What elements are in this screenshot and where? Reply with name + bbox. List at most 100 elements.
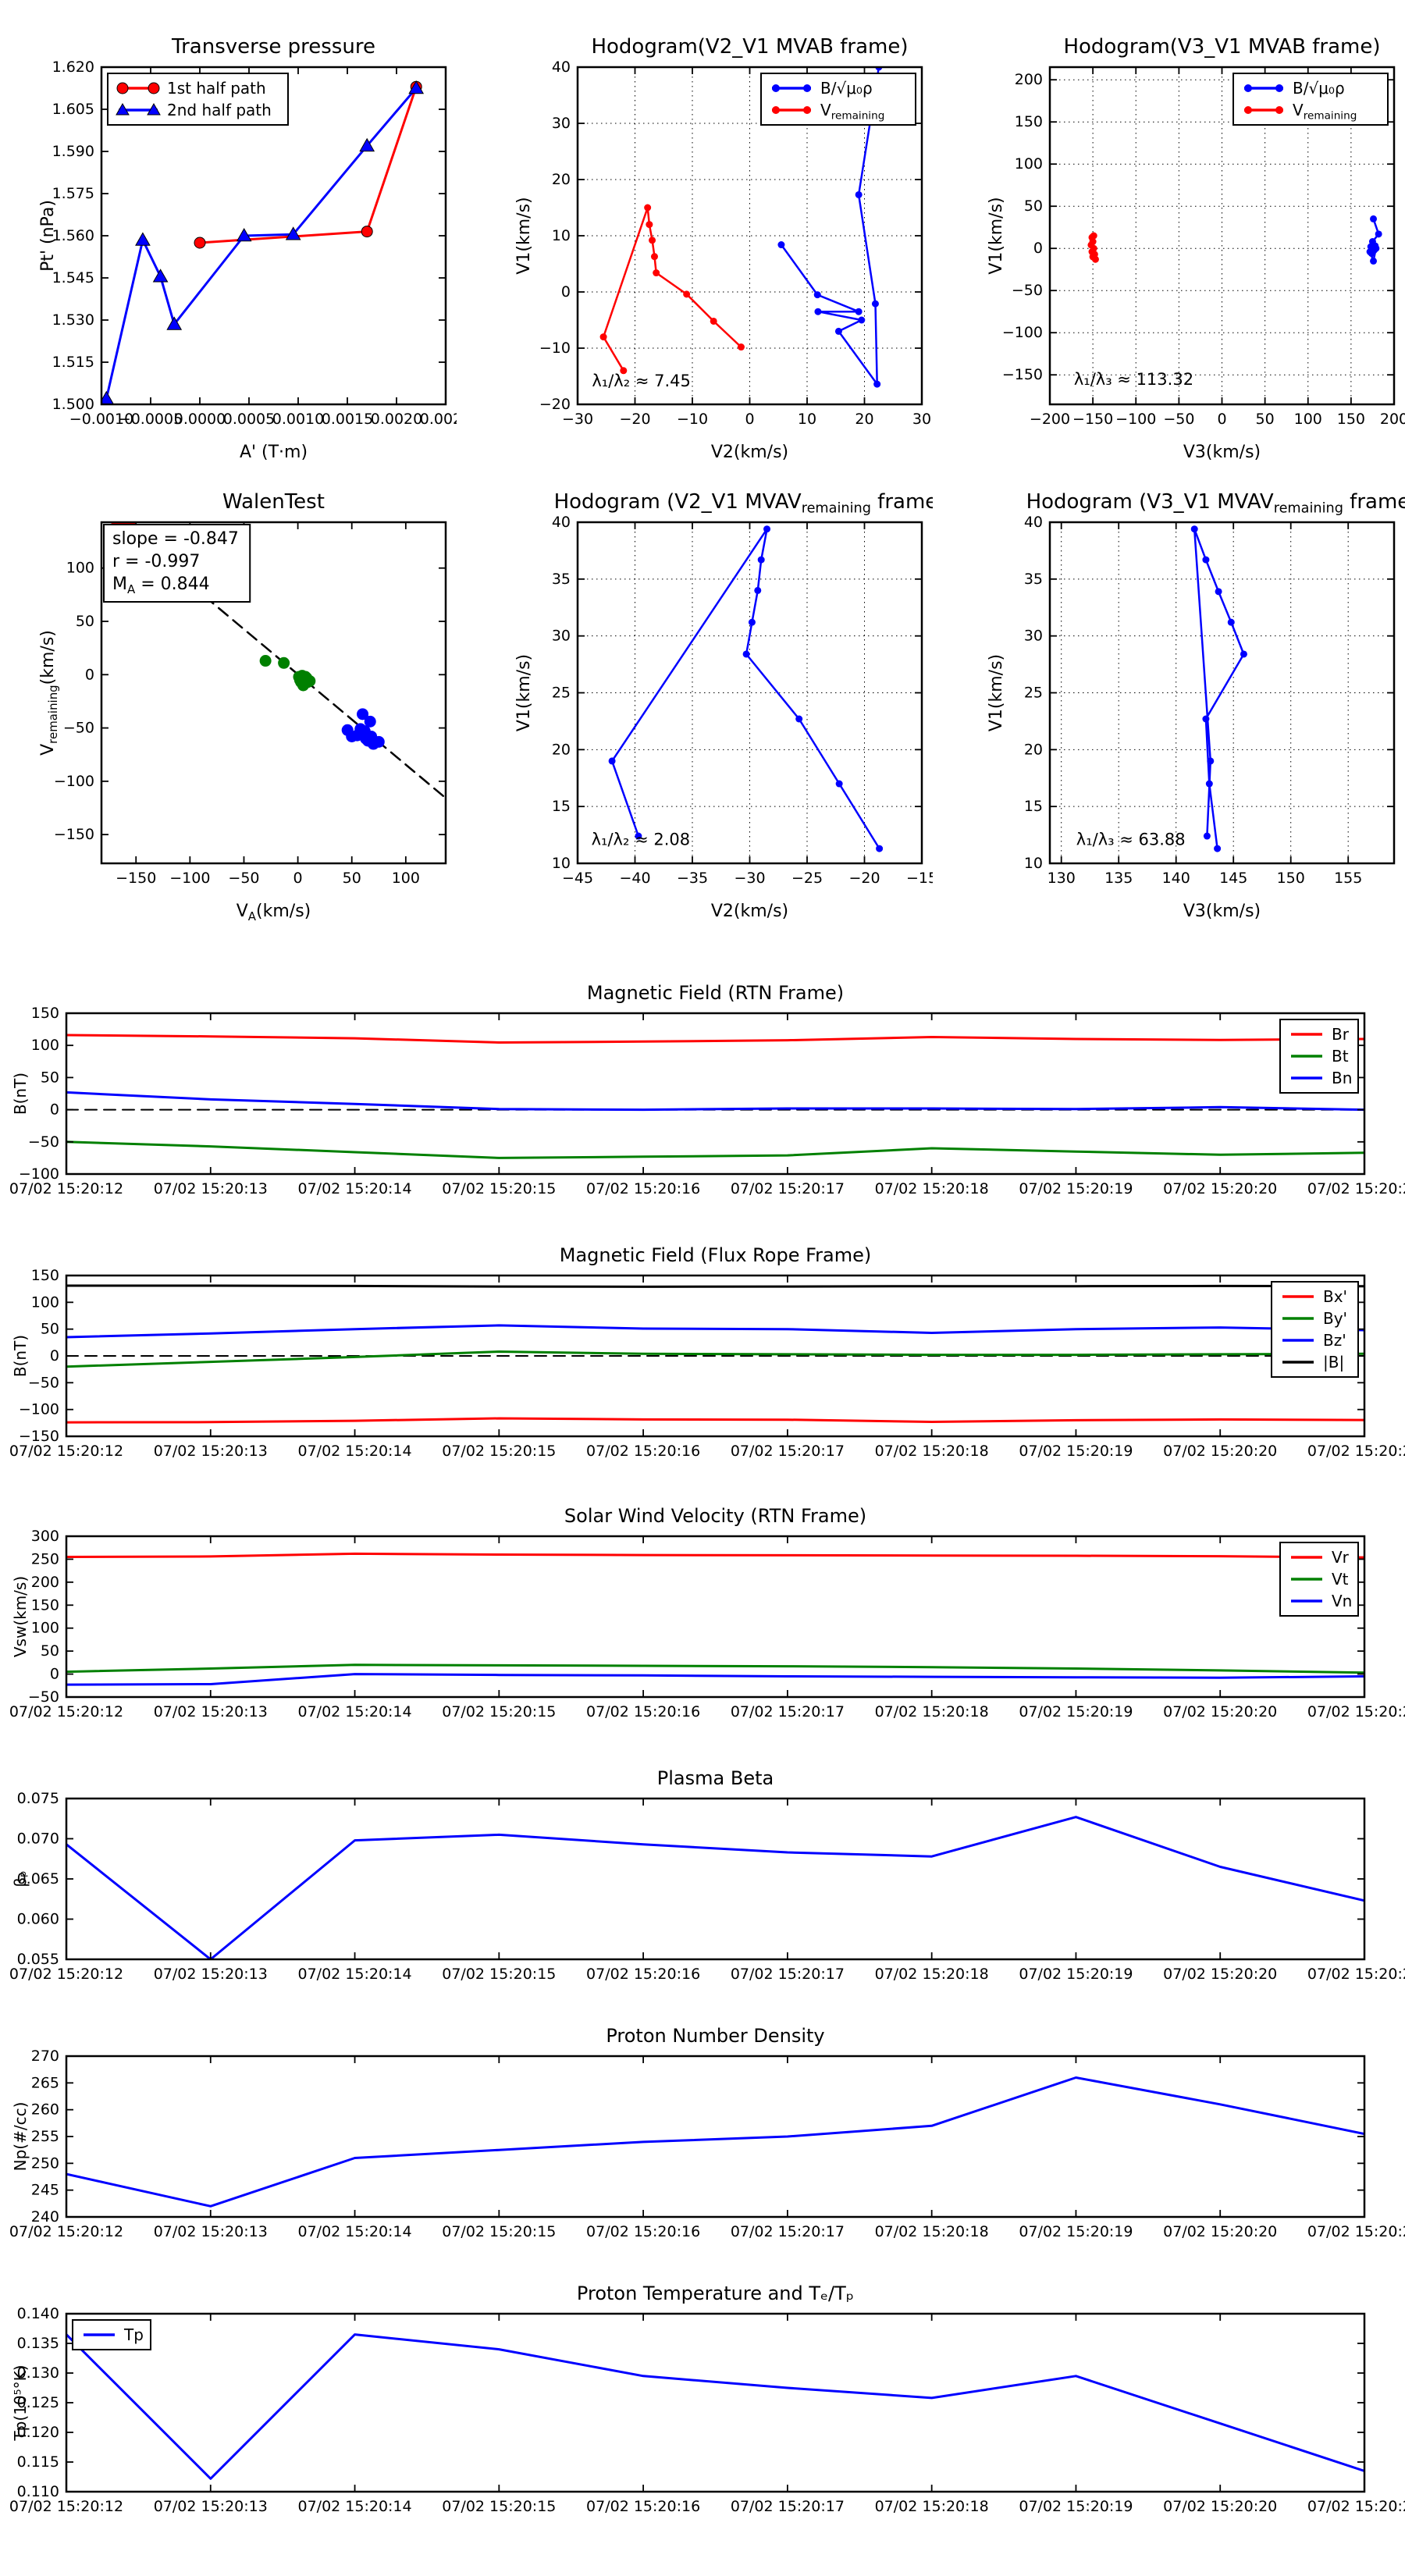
- svg-text:50: 50: [41, 1321, 59, 1338]
- solar-wind-velocity-panel: 07/02 15:20:12 07/02 15:20:13 07/02 15:20:…: [0, 1500, 1405, 1741]
- svg-text:0: 0: [50, 1666, 59, 1683]
- svg-text:300: 300: [31, 1528, 59, 1545]
- svg-text:Proton Temperature and Tₑ/Tₚ: Proton Temperature and Tₑ/Tₚ: [577, 2282, 854, 2304]
- svg-text:250: 250: [31, 2154, 59, 2172]
- svg-text:0.065: 0.065: [17, 1870, 59, 1888]
- svg-text:07/02 15:20:18: 07/02 15:20:18: [875, 1180, 989, 1197]
- svg-text:07/02 15:20:13: 07/02 15:20:13: [154, 1443, 268, 1460]
- svg-text:07/02 15:20:15: 07/02 15:20:15: [442, 2498, 556, 2515]
- svg-text:150: 150: [31, 1005, 59, 1022]
- svg-text:07/02 15:20:12: 07/02 15:20:12: [9, 2223, 123, 2240]
- svg-text:100: 100: [392, 870, 420, 887]
- svg-text:150: 150: [1277, 870, 1305, 887]
- svg-text:−100: −100: [19, 1401, 59, 1418]
- svg-text:V3(km/s): V3(km/s): [1183, 902, 1261, 921]
- svg-text:07/02 15:20:17: 07/02 15:20:17: [731, 1443, 845, 1460]
- svg-text:0.125: 0.125: [17, 2394, 59, 2411]
- svg-text:0.140: 0.140: [17, 2305, 59, 2322]
- svg-text:07/02 15:20:15: 07/02 15:20:15: [442, 1966, 556, 1983]
- svg-text:245: 245: [31, 2182, 59, 2199]
- svg-text:1.530: 1.530: [52, 311, 94, 329]
- svg-text:0: 0: [561, 283, 571, 301]
- svg-text:1.575: 1.575: [52, 185, 94, 202]
- svg-text:Np(#/cc): Np(#/cc): [11, 2102, 30, 2172]
- svg-text:07/02 15:20:17: 07/02 15:20:17: [731, 1966, 845, 1983]
- svg-text:Bz': Bz': [1323, 1331, 1346, 1350]
- svg-text:Bn: Bn: [1332, 1069, 1352, 1087]
- svg-text:35: 35: [1024, 571, 1043, 588]
- svg-text:50: 50: [1256, 411, 1275, 428]
- svg-text:07/02 15:20:16: 07/02 15:20:16: [586, 1703, 700, 1720]
- svg-text:−200: −200: [1030, 411, 1070, 428]
- svg-text:07/02 15:20:19: 07/02 15:20:19: [1019, 2223, 1133, 2240]
- svg-text:07/02 15:20:13: 07/02 15:20:13: [154, 2223, 268, 2240]
- svg-text:βₚ: βₚ: [11, 1870, 30, 1887]
- svg-text:Bt: Bt: [1332, 1047, 1349, 1066]
- svg-text:20: 20: [855, 411, 873, 428]
- hodogram-v3v1-mvav-plot: 130 135 140 145 150 155 10 15 20 25 30 35 40 Hodogram…: [976, 472, 1405, 929]
- svg-text:07/02 15:20:17: 07/02 15:20:17: [731, 2498, 845, 2515]
- walen-test-plot: −150 −100 −50 0 50 100 −150 −100 −50 0 50 100 WalenT…: [27, 472, 457, 929]
- svg-text:−50: −50: [63, 720, 94, 737]
- svg-text:130: 130: [1048, 870, 1076, 887]
- plasma-beta-panel: 07/02 15:20:12 07/02 15:20:13 07/02 15:20:…: [0, 1763, 1405, 2003]
- svg-text:Vremaining​: Vremaining​: [820, 101, 884, 122]
- svg-text:0: 0: [745, 411, 754, 428]
- svg-text:07/02 15:20:12: 07/02 15:20:12: [9, 2498, 123, 2515]
- proton-density-panel: 07/02 15:20:12 07/02 15:20:13 07/02 15:20:…: [0, 2020, 1405, 2261]
- svg-text:07/02 15:20:13: 07/02 15:20:13: [154, 1180, 268, 1197]
- svg-text:07/02 15:20:17: 07/02 15:20:17: [731, 1180, 845, 1197]
- svg-text:07/02 15:20:21: 07/02 15:20:21: [1307, 1966, 1405, 1983]
- svg-text:40: 40: [552, 59, 571, 76]
- svg-text:0.060: 0.060: [17, 1911, 59, 1928]
- svg-text:V1(km/s): V1(km/s): [514, 197, 534, 274]
- svg-text:100: 100: [1294, 411, 1322, 428]
- svg-text:−20: −20: [848, 870, 880, 887]
- svg-text:07/02 15:20:19: 07/02 15:20:19: [1019, 1703, 1133, 1720]
- svg-text:−10: −10: [539, 340, 571, 357]
- svg-text:−100: −100: [54, 773, 94, 790]
- svg-text:07/02 15:20:12: 07/02 15:20:12: [9, 1180, 123, 1197]
- svg-text:0.135: 0.135: [17, 2335, 59, 2352]
- svg-text:−100: −100: [1002, 324, 1043, 341]
- svg-text:07/02 15:20:19: 07/02 15:20:19: [1019, 1180, 1133, 1197]
- svg-text:−20: −20: [619, 411, 650, 428]
- svg-text:λ₁/λ₃ ≈ 63.88: λ₁/λ₃ ≈ 63.88: [1076, 831, 1186, 849]
- svg-text:50: 50: [41, 1642, 59, 1660]
- svg-text:1.605: 1.605: [52, 101, 94, 118]
- svg-text:255: 255: [31, 2128, 59, 2145]
- svg-text:07/02 15:20:18: 07/02 15:20:18: [875, 2223, 989, 2240]
- svg-text:0: 0: [293, 870, 303, 887]
- svg-text:240: 240: [31, 2208, 59, 2226]
- svg-text:−50: −50: [1163, 411, 1194, 428]
- svg-text:07/02 15:20:21: 07/02 15:20:21: [1307, 2223, 1405, 2240]
- svg-text:30: 30: [912, 411, 931, 428]
- svg-text:100: 100: [31, 1037, 59, 1054]
- svg-text:Hodogram (V3_V1 MVAVremaining​: Hodogram (V3_V1 MVAVremaining​ frame): [1026, 490, 1405, 517]
- svg-text:Plasma Beta: Plasma Beta: [657, 1767, 774, 1789]
- svg-text:30: 30: [1024, 628, 1043, 645]
- svg-text:40: 40: [552, 514, 571, 531]
- svg-text:07/02 15:20:16: 07/02 15:20:16: [586, 2498, 700, 2515]
- svg-text:0.130: 0.130: [17, 2364, 59, 2382]
- svg-text:200: 200: [1380, 411, 1405, 428]
- svg-text:150: 150: [1337, 411, 1365, 428]
- svg-text:50: 50: [76, 613, 94, 630]
- svg-text:V3(km/s): V3(km/s): [1183, 443, 1261, 462]
- svg-text:260: 260: [31, 2101, 59, 2119]
- svg-text:07/02 15:20:12: 07/02 15:20:12: [9, 1966, 123, 1983]
- svg-text:B/√μ₀ρ: B/√μ₀ρ: [1293, 79, 1345, 98]
- svg-text:07/02 15:20:12: 07/02 15:20:12: [9, 1703, 123, 1720]
- svg-text:B(nT): B(nT): [11, 1335, 30, 1377]
- svg-text:07/02 15:20:19: 07/02 15:20:19: [1019, 2498, 1133, 2515]
- svg-text:0.0020: 0.0020: [371, 411, 422, 428]
- svg-text:35: 35: [552, 571, 571, 588]
- svg-text:145: 145: [1219, 870, 1247, 887]
- svg-text:07/02 15:20:16: 07/02 15:20:16: [586, 2223, 700, 2240]
- svg-text:|B|: |B|: [1323, 1353, 1344, 1372]
- svg-text:−0.0010: −0.0010: [69, 411, 133, 428]
- svg-text:−0.0005: −0.0005: [119, 411, 183, 428]
- svg-text:07/02 15:20:13: 07/02 15:20:13: [154, 1703, 268, 1720]
- svg-text:07/02 15:20:20: 07/02 15:20:20: [1163, 1966, 1277, 1983]
